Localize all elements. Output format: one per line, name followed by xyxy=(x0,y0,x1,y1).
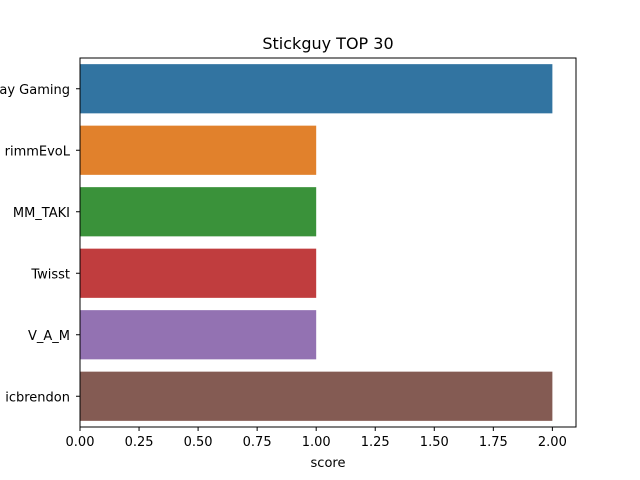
plot-frame xyxy=(79,57,577,428)
y-tick-label: MM_TAKI xyxy=(13,206,70,221)
y-axis-ticks: ay Gaming rimmEvoL MM_TAKI Twisst V_A_Micbre… xyxy=(0,83,80,405)
chart-title: Stickguy TOP 30 xyxy=(262,34,393,53)
x-tick-label: 0.00 xyxy=(66,435,95,450)
bar xyxy=(80,248,317,298)
y-tick-label: ay Gaming xyxy=(0,83,70,98)
bar xyxy=(80,371,553,421)
bars-layer xyxy=(80,64,553,421)
bar xyxy=(80,64,553,114)
y-tick-label: rimmEvoL xyxy=(5,144,71,159)
x-tick-label: 0.75 xyxy=(243,435,272,450)
bar xyxy=(80,187,317,237)
x-tick-label: 1.00 xyxy=(302,435,331,450)
y-tick-label: icbrendon xyxy=(5,390,70,405)
bar xyxy=(80,310,317,360)
x-axis-label: score xyxy=(311,456,346,471)
x-tick-label: 1.50 xyxy=(420,435,449,450)
bar xyxy=(80,125,317,175)
x-tick-label: 0.25 xyxy=(125,435,154,450)
x-tick-label: 1.75 xyxy=(479,435,508,450)
y-tick-label: Twisst xyxy=(30,267,70,282)
x-tick-label: 2.00 xyxy=(538,435,567,450)
x-tick-label: 1.25 xyxy=(361,435,390,450)
y-tick-label: V_A_M xyxy=(28,329,70,344)
x-axis-ticks: 0.00 0.25 0.50 0.75 1.00 1.25 1.50 1.75 2.00 xyxy=(66,427,567,450)
x-tick-label: 0.50 xyxy=(184,435,213,450)
